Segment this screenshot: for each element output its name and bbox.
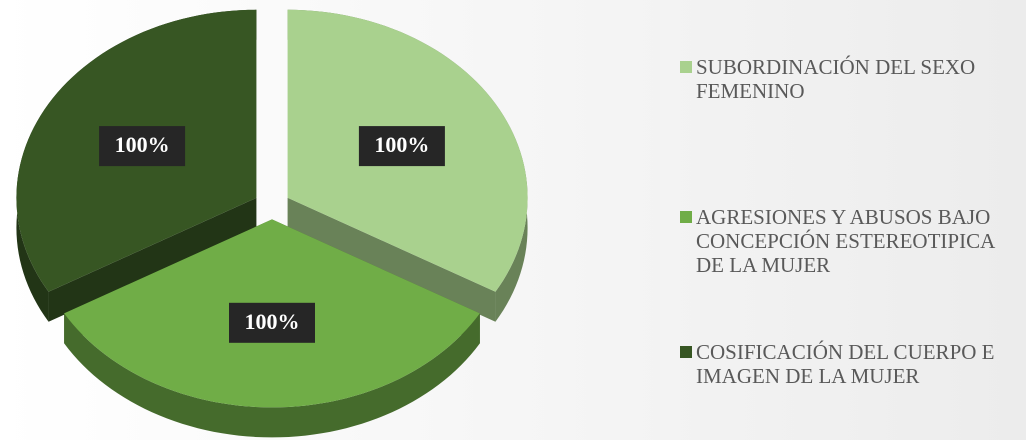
legend-swatch	[680, 346, 692, 358]
value-label: 100%	[374, 132, 429, 157]
slice-side	[64, 313, 480, 438]
legend-text: AGRESIONES Y ABUSOS BAJO CONCEPCIÓN ESTE…	[696, 205, 995, 277]
legend-entry: COSIFICACIÓN DEL CUERPO E IMAGEN DE LA M…	[680, 340, 1010, 388]
legend-text: SUBORDINACIÓN DEL SEXO FEMENINO	[696, 55, 976, 103]
pie-chart: 100% 100% 100%	[16, 9, 528, 438]
legend-text: COSIFICACIÓN DEL CUERPO E IMAGEN DE LA M…	[696, 340, 995, 388]
legend-entry: SUBORDINACIÓN DEL SEXO FEMENINO	[680, 55, 1010, 103]
legend-swatch	[680, 61, 692, 73]
legend-entry: AGRESIONES Y ABUSOS BAJO CONCEPCIÓN ESTE…	[680, 205, 1010, 277]
value-label-box	[229, 302, 315, 343]
value-label-box	[99, 126, 186, 167]
value-label: 100%	[245, 309, 300, 334]
slice-wall	[48, 197, 257, 322]
value-label-box	[358, 126, 445, 167]
legend-swatch	[680, 211, 692, 223]
value-label: 100%	[115, 132, 170, 157]
slice-wall	[287, 197, 496, 322]
